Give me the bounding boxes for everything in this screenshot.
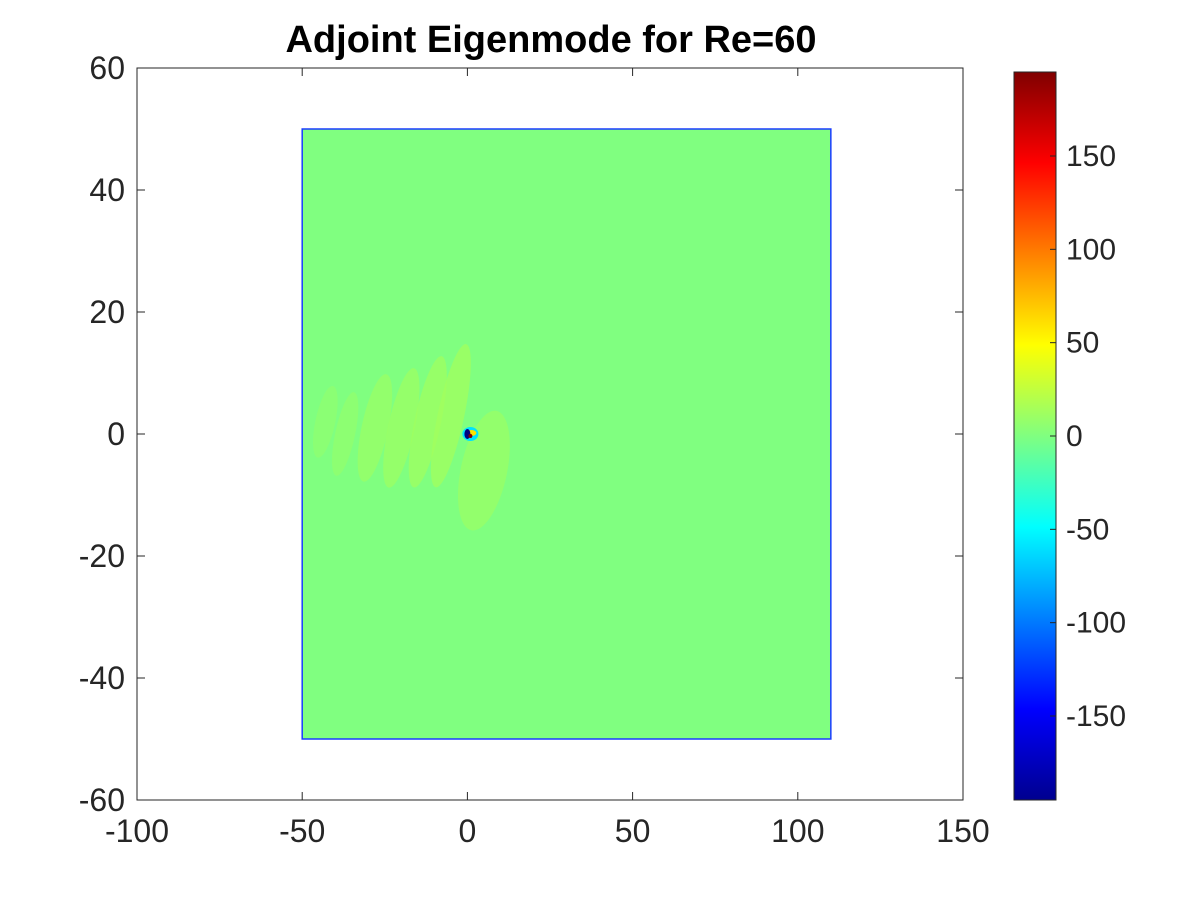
y-tick-label: 20	[89, 294, 125, 330]
y-tick-label: 0	[107, 416, 125, 452]
chart-title: Adjoint Eigenmode for Re=60	[285, 19, 816, 61]
y-tick-label: 40	[89, 172, 125, 208]
colorbar-gradient	[1013, 71, 1057, 801]
x-tick-label: 50	[615, 813, 651, 849]
x-tick-label: 0	[459, 813, 477, 849]
wake-streak	[332, 392, 359, 476]
wake-streak	[313, 385, 338, 458]
wake-streak	[357, 374, 393, 482]
y-axis: -60 -40 -20 0 20 40 60	[79, 50, 963, 818]
x-axis: -100 -50 0 50 100 150	[105, 68, 990, 849]
colorbar-tick-label: -100	[1066, 607, 1126, 640]
domain-boundary	[301, 128, 832, 740]
colorbar: -150 -100 -50 0 50 100 150	[1013, 71, 1126, 801]
plot-area	[136, 67, 964, 801]
colorbar-tick-label: -50	[1066, 513, 1109, 546]
x-tick-label: -100	[105, 813, 169, 849]
y-tick-label: 60	[89, 50, 125, 86]
cylinder-hotspot	[462, 427, 479, 441]
wake-streak	[383, 368, 420, 488]
colorbar-tick-label: 150	[1066, 140, 1116, 173]
y-tick-label: -40	[79, 660, 125, 696]
wake-streak	[408, 356, 447, 488]
hotspot-peak	[468, 434, 473, 438]
x-tick-label: 100	[771, 813, 824, 849]
y-tick-label: -20	[79, 538, 125, 574]
wake-streak	[430, 344, 471, 488]
colorbar-tick-label: 50	[1066, 327, 1099, 360]
colorbar-ticks: -150 -100 -50 0 50 100 150	[1050, 140, 1126, 733]
x-tick-label: -50	[279, 813, 325, 849]
colorbar-tick-label: 100	[1066, 233, 1116, 266]
y-tick-label: -60	[79, 782, 125, 818]
colorbar-tick-label: -150	[1066, 700, 1126, 733]
colorbar-tick-label: 0	[1066, 420, 1083, 453]
x-tick-label: 150	[936, 813, 989, 849]
